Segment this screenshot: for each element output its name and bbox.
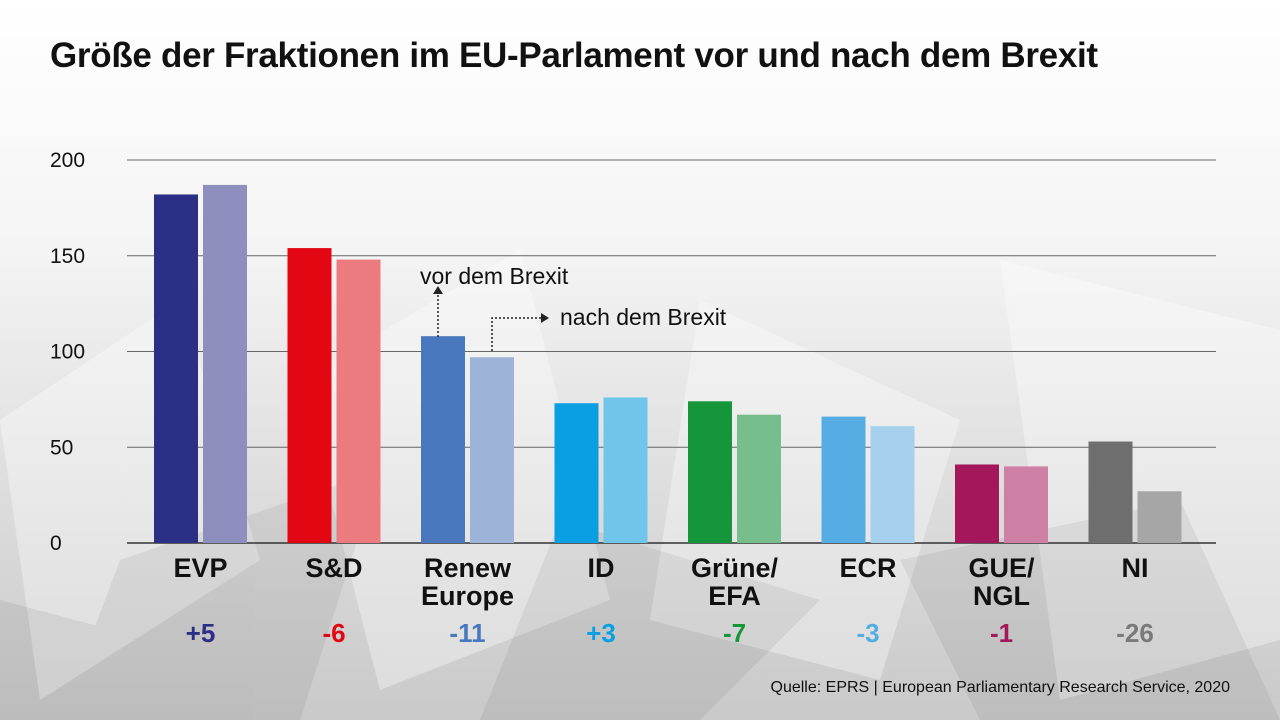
bar-before-gr-ne-efa xyxy=(688,401,732,543)
category-label-id: ID xyxy=(588,553,615,583)
bar-after-s-d xyxy=(336,259,381,543)
bar-before-gue-ngl xyxy=(955,464,999,543)
delta-labels: +5 -6 -11 +3 -7 -3 -1 -26 xyxy=(186,618,1154,648)
before-annotation-label: vor dem Brexit xyxy=(420,263,569,289)
category-label-gue-ngl: GUE/NGL xyxy=(968,553,1035,611)
y-tick-label-200: 200 xyxy=(50,149,85,172)
delta-label-gr-ne-efa: -7 xyxy=(723,618,746,648)
delta-label-renew-europe: -11 xyxy=(449,618,485,648)
category-label-evp: EVP xyxy=(173,553,227,583)
bar-after-renew-europe xyxy=(470,357,514,543)
category-label-gr-ne-efa: Grüne/EFA xyxy=(691,553,779,611)
source-note: Quelle: EPRS | European Parliamentary Re… xyxy=(770,679,1231,696)
delta-label-s-d: -6 xyxy=(322,618,345,648)
bar-before-ecr xyxy=(821,416,866,543)
bar-before-ni xyxy=(1088,441,1133,543)
bar-before-evp xyxy=(154,194,198,543)
delta-label-gue-ngl: -1 xyxy=(990,618,1013,648)
delta-label-ecr: -3 xyxy=(856,618,879,648)
y-tick-label-100: 100 xyxy=(50,341,85,364)
after-annotation-arrow-icon xyxy=(541,313,549,323)
annotations: vor dem Brexit nach dem Brexit xyxy=(420,263,727,351)
after-annotation-label: nach dem Brexit xyxy=(560,304,727,330)
bar-before-id xyxy=(554,403,599,543)
bar-after-ecr xyxy=(870,426,915,543)
bars xyxy=(154,184,1182,543)
bar-before-renew-europe xyxy=(421,336,465,543)
bar-after-id xyxy=(603,397,648,543)
before-annotation-arrow-icon xyxy=(433,286,443,294)
bar-before-s-d xyxy=(287,248,332,543)
bar-after-gue-ngl xyxy=(1004,466,1048,543)
bar-after-ni xyxy=(1137,491,1182,543)
y-tick-label-50: 50 xyxy=(50,436,73,459)
delta-label-id: +3 xyxy=(586,618,616,648)
y-tick-label-150: 150 xyxy=(50,245,85,268)
category-label-ecr: ECR xyxy=(839,553,896,583)
category-labels: EVP S&D Renew Europe ID Grüne/EFA ECR GUE/NGL NI xyxy=(173,553,1148,611)
category-label-s-d: S&D xyxy=(305,553,362,583)
bar-after-evp xyxy=(203,184,247,543)
y-tick-label-0: 0 xyxy=(50,532,62,555)
delta-label-evp: +5 xyxy=(186,618,216,648)
category-label-renew-europe: Renew Europe xyxy=(421,553,514,611)
delta-label-ni: -26 xyxy=(1116,618,1154,648)
category-label-ni: NI xyxy=(1122,553,1149,583)
y-axis-ticks: 0 50 100 150 200 xyxy=(50,149,85,555)
after-annotation-line xyxy=(491,317,542,351)
bar-after-gr-ne-efa xyxy=(737,414,781,543)
chart-title: Größe der Fraktionen im EU-Parlament vor… xyxy=(50,36,1098,75)
